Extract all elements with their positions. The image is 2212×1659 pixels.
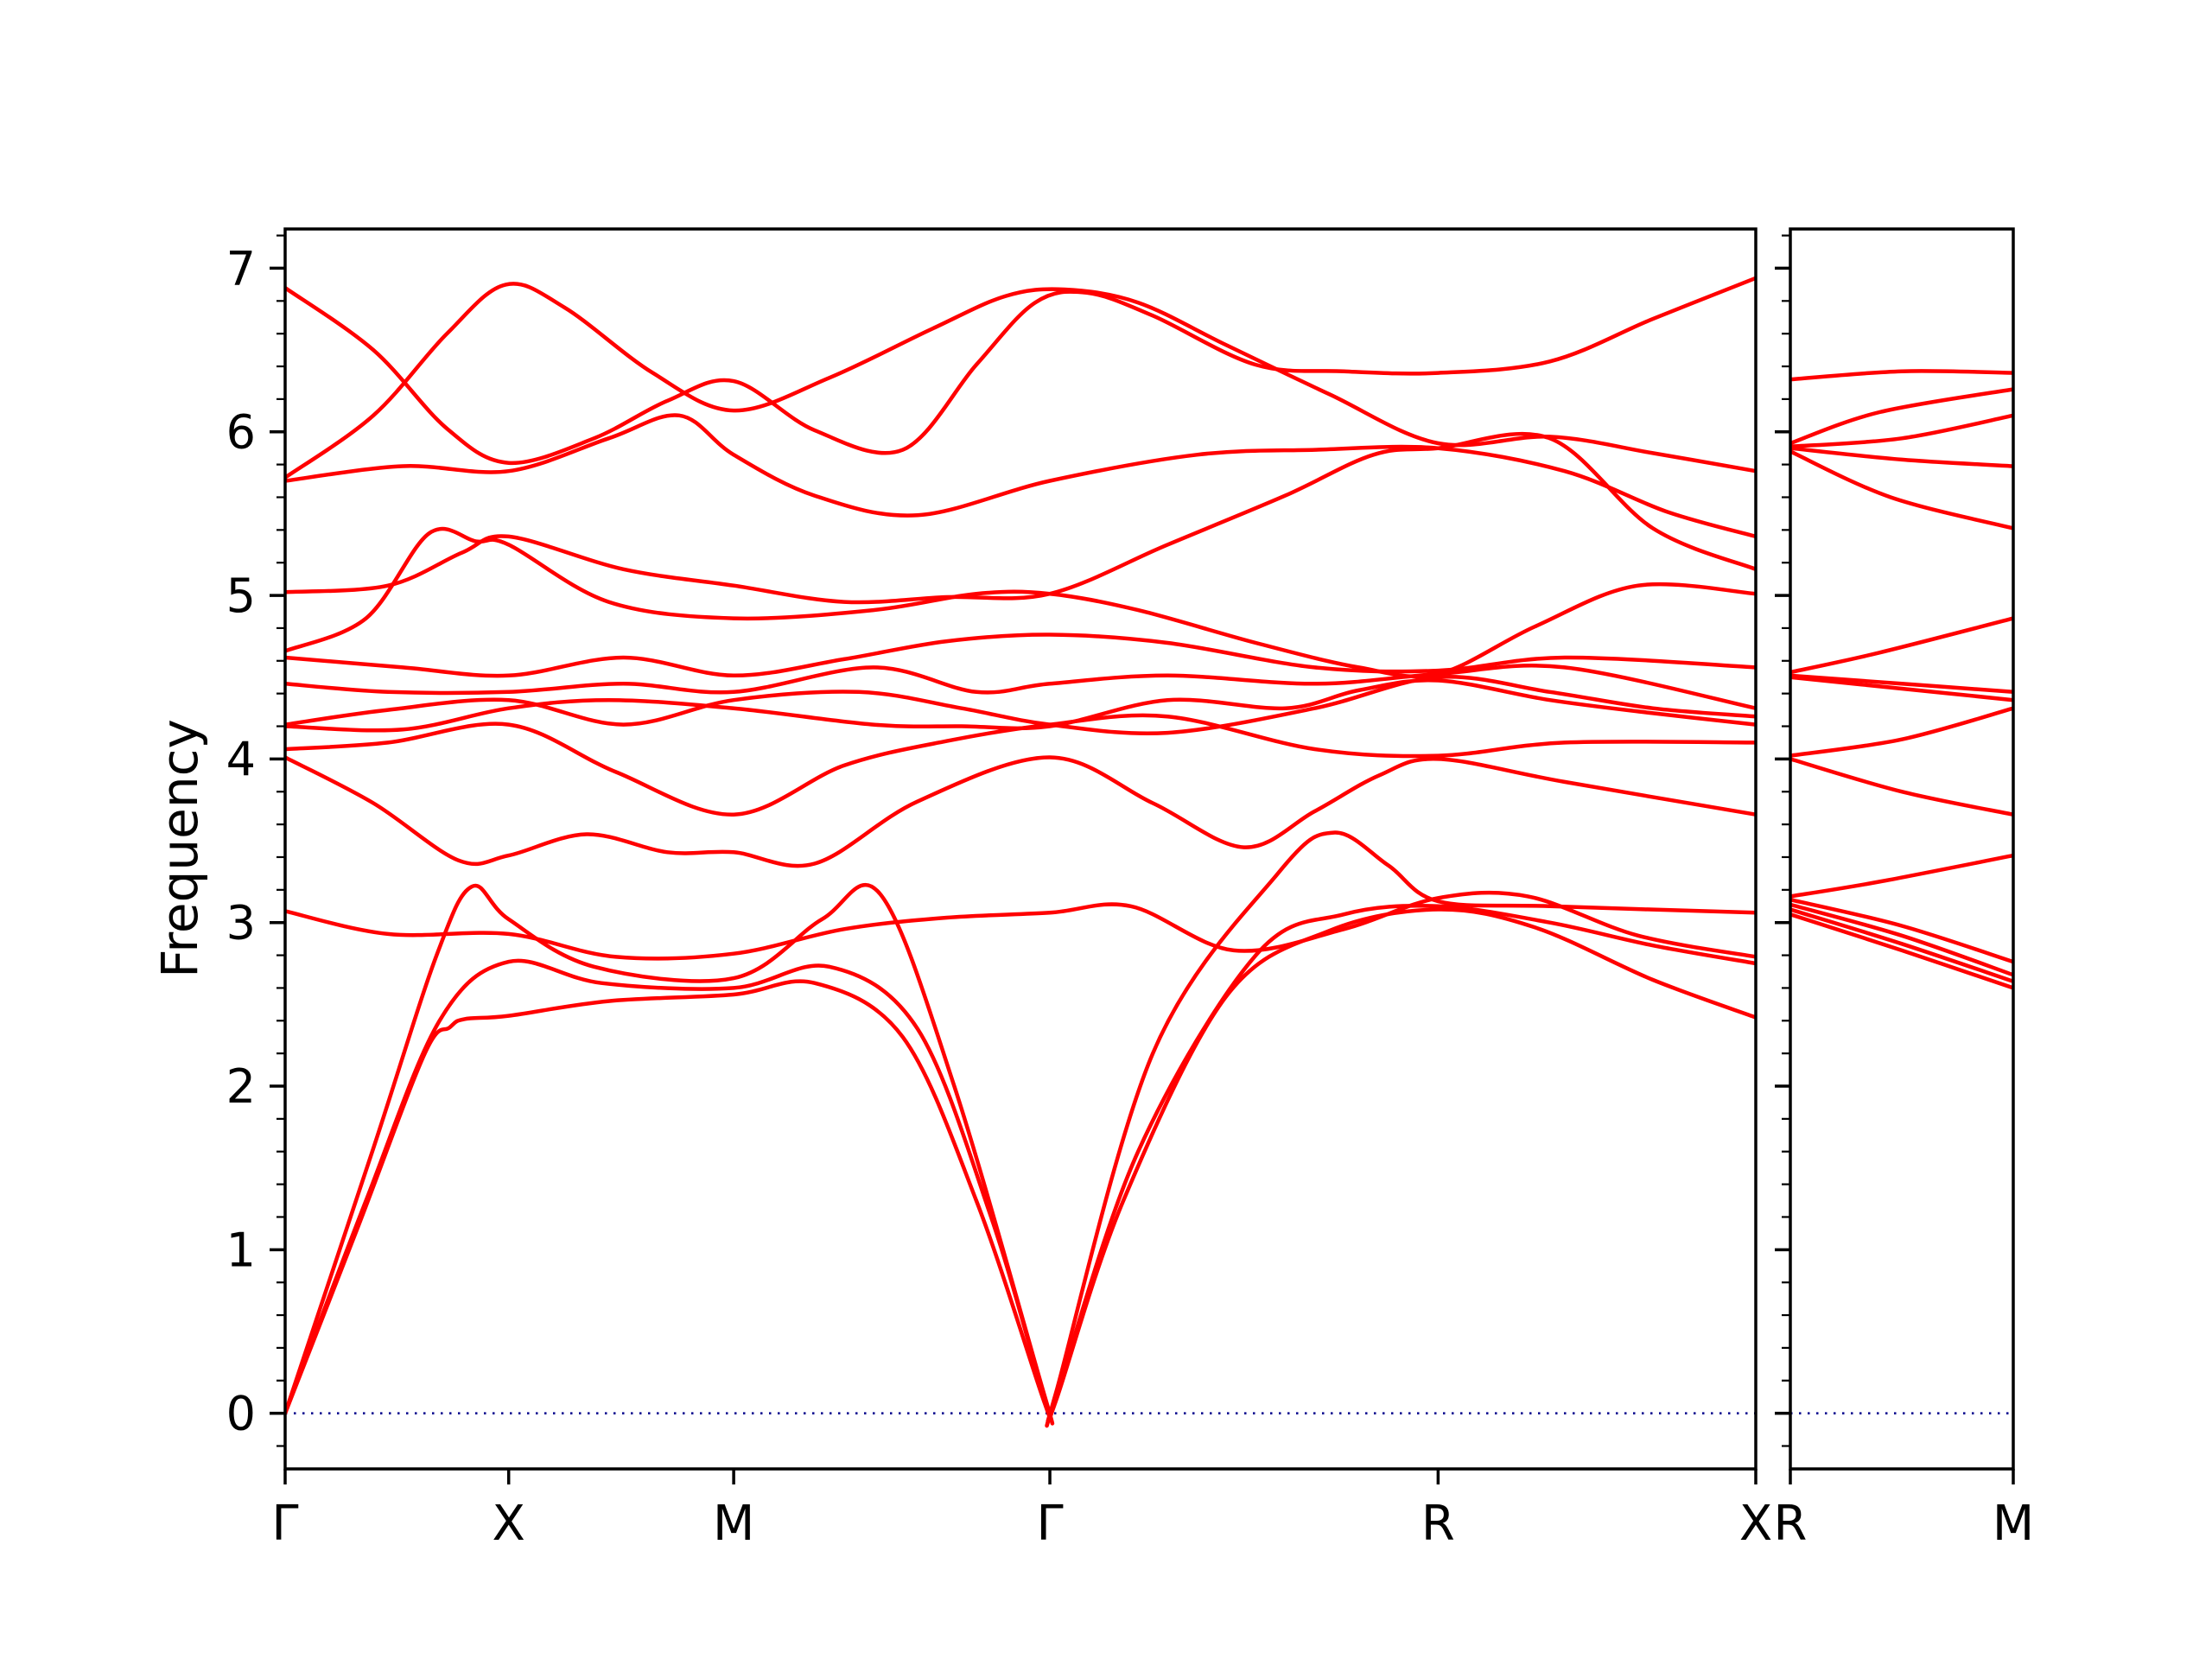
x-tick-label: Γ	[271, 1496, 298, 1552]
band-curve	[284, 713, 1757, 817]
x-tick-label: R	[1421, 1496, 1455, 1552]
band-curve	[284, 830, 1757, 1428]
y-tick-label: 4	[226, 732, 256, 786]
y-tick-label: 1	[226, 1223, 256, 1277]
band-curve	[284, 526, 1757, 679]
band-curve	[284, 890, 1757, 961]
phonon-bands-r-m	[1789, 369, 2014, 990]
band-curve	[1789, 673, 2014, 695]
x-tick-label: M	[1993, 1496, 2034, 1552]
y-tick-label: 2	[226, 1059, 256, 1114]
band-curve	[1789, 853, 2014, 899]
band-curve	[1789, 907, 2014, 984]
band-curve	[1789, 616, 2014, 675]
x-tick-label: X	[1739, 1496, 1772, 1552]
band-curve	[1789, 912, 2014, 990]
y-tick-label: 6	[226, 405, 256, 460]
x-tick-label: Γ	[1036, 1496, 1063, 1552]
x-tick-label: X	[493, 1496, 525, 1552]
band-curve	[284, 664, 1757, 710]
band-curve	[284, 431, 1757, 605]
axes-frame	[1789, 227, 2015, 1471]
y-tick-label: 0	[226, 1387, 256, 1441]
band-curve	[1789, 446, 2014, 468]
x-tick-label: M	[713, 1496, 754, 1552]
y-tick-label: 5	[226, 569, 256, 623]
band-curve	[284, 282, 1757, 480]
band-curve	[284, 755, 1757, 868]
band-curve	[1789, 706, 2014, 758]
band-curve	[284, 904, 1757, 1423]
band-curve	[284, 632, 1757, 678]
x-tick-label: R	[1774, 1496, 1808, 1552]
band-curve	[1789, 675, 2014, 702]
band-curve	[284, 675, 1757, 736]
band-curve	[1789, 757, 2014, 817]
y-tick-label: 7	[226, 241, 256, 296]
band-curve	[1789, 387, 2014, 446]
phonon-bands-main	[284, 276, 1757, 1428]
band-curve	[284, 413, 1757, 539]
band-curve	[284, 276, 1757, 465]
band-curve	[1789, 449, 2014, 531]
y-tick-label: 3	[226, 896, 256, 950]
band-curve	[284, 907, 1757, 1420]
axes-frame	[283, 227, 1758, 1471]
band-curve	[1789, 902, 2014, 977]
band-curve	[1789, 369, 2014, 382]
band-curve	[1789, 413, 2014, 449]
band-curve	[1789, 897, 2014, 964]
